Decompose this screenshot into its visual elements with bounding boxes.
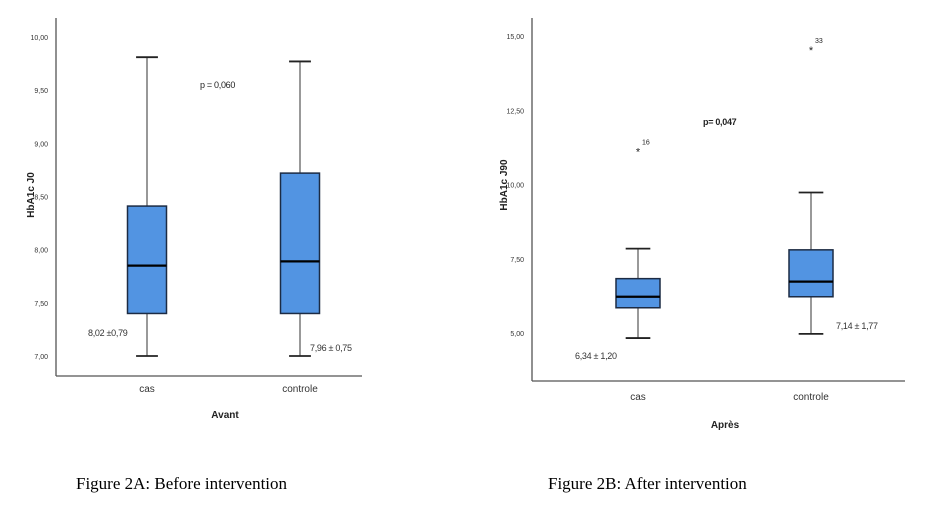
y-tick-label: 7,00	[34, 354, 48, 361]
y-tick-label: 7,50	[34, 301, 48, 308]
y-tick-label: 9,00	[34, 141, 48, 148]
box-cas	[126, 205, 168, 315]
y-tick-label: 8,50	[34, 195, 48, 202]
y-tick-label: 9,50	[34, 88, 48, 95]
caption-figure-2a: Figure 2A: Before intervention	[76, 474, 288, 493]
x-axis-label: Avant	[211, 410, 239, 421]
y-axis-label: HbA1c J90	[499, 159, 510, 211]
mean-sd-annotation: 6,34 ± 1,20	[575, 351, 617, 361]
outlier-label: 33	[815, 38, 823, 45]
y-tick-label: 10,00	[506, 183, 524, 190]
mean-sd-annotation: 7,14 ± 1,77	[836, 321, 878, 331]
mean-sd-annotation: 7,96 ± 0,75	[310, 343, 352, 353]
y-tick-label: 15,00	[506, 34, 524, 41]
x-tick-label: controle	[282, 384, 318, 395]
box-controle	[788, 249, 834, 298]
mean-sd-annotation: 8,02 ±0,79	[88, 328, 128, 338]
y-tick-label: 12,50	[506, 108, 524, 115]
box-controle	[279, 172, 321, 315]
outlier-label: 16	[642, 140, 650, 147]
y-tick-label: 10,00	[30, 35, 48, 42]
y-tick-label: 7,50	[510, 257, 524, 264]
x-tick-label: cas	[139, 384, 155, 395]
p-value-label: p= 0,047	[703, 117, 737, 127]
y-tick-label: 5,00	[510, 331, 524, 338]
outlier-marker: *	[809, 45, 814, 57]
x-tick-label: cas	[630, 392, 646, 403]
p-value-label: p = 0,060	[200, 80, 235, 90]
x-axis-label: Après	[711, 420, 740, 431]
caption-figure-2b: Figure 2B: After intervention	[548, 474, 747, 493]
x-tick-label: controle	[793, 392, 829, 403]
y-axis-label: HbA1c J0	[26, 172, 37, 218]
box-cas	[615, 277, 661, 309]
y-tick-label: 8,00	[34, 248, 48, 255]
outlier-marker: *	[636, 147, 641, 159]
